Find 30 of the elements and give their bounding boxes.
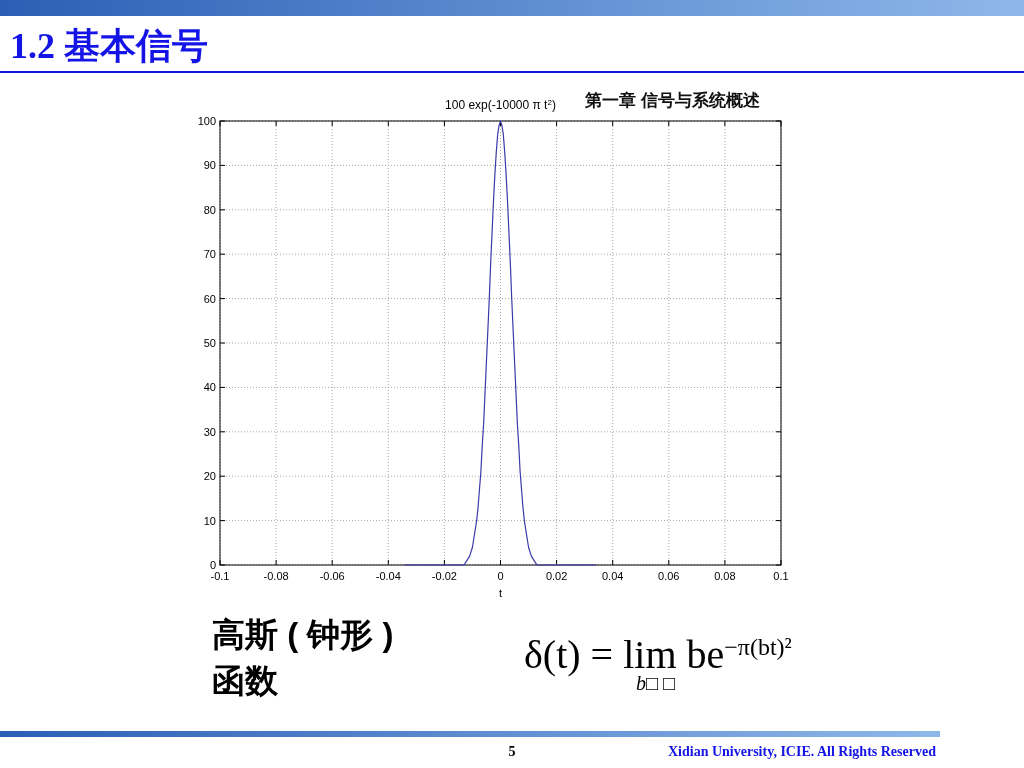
text: Xidian University, ICIE. All Rights Reserved bbox=[668, 744, 937, 759]
text: 第一章 信号与系统概述 bbox=[584, 91, 761, 110]
line-series bbox=[404, 120, 597, 566]
x-tick-label: 0.06 bbox=[658, 570, 680, 582]
text: 5 bbox=[508, 744, 516, 759]
y-tick-label: 100 bbox=[197, 115, 216, 127]
x-tick-label: 0 bbox=[497, 570, 504, 582]
chart-title: 100 exp(-10000 π t$^{2}$) bbox=[445, 97, 556, 112]
x-tick-label: -0.1 bbox=[210, 570, 230, 582]
note: 高斯 ( 钟形 ) 函数 bbox=[212, 616, 394, 699]
x-axis-title: t bbox=[498, 587, 503, 599]
y-tick-label: 50 bbox=[203, 337, 216, 349]
x-tick-label: 0.1 bbox=[773, 570, 789, 582]
y-tick-label: 80 bbox=[203, 203, 216, 216]
x-tick-label: -0.06 bbox=[319, 570, 345, 582]
y-tick-label: 90 bbox=[203, 159, 216, 172]
y-tick-label: 0 bbox=[209, 559, 216, 571]
y-tick-label: 70 bbox=[203, 248, 216, 261]
x-tick-label: 0.02 bbox=[545, 570, 568, 582]
y-tick-label: 60 bbox=[203, 292, 216, 305]
x-tick-label: 0.08 bbox=[714, 570, 736, 582]
x-tick-label: -0.08 bbox=[263, 570, 289, 582]
x-tick-label: -0.02 bbox=[431, 570, 457, 582]
y-tick-label: 20 bbox=[203, 470, 216, 483]
y-tick-label: 40 bbox=[203, 381, 216, 394]
y-tick-label: 10 bbox=[203, 514, 216, 527]
y-tick-label: 30 bbox=[203, 425, 216, 438]
x-tick-label: 0.04 bbox=[601, 570, 624, 582]
text: 1.2 基本信号 bbox=[10, 26, 208, 66]
x-tick-label: -0.04 bbox=[375, 570, 401, 582]
